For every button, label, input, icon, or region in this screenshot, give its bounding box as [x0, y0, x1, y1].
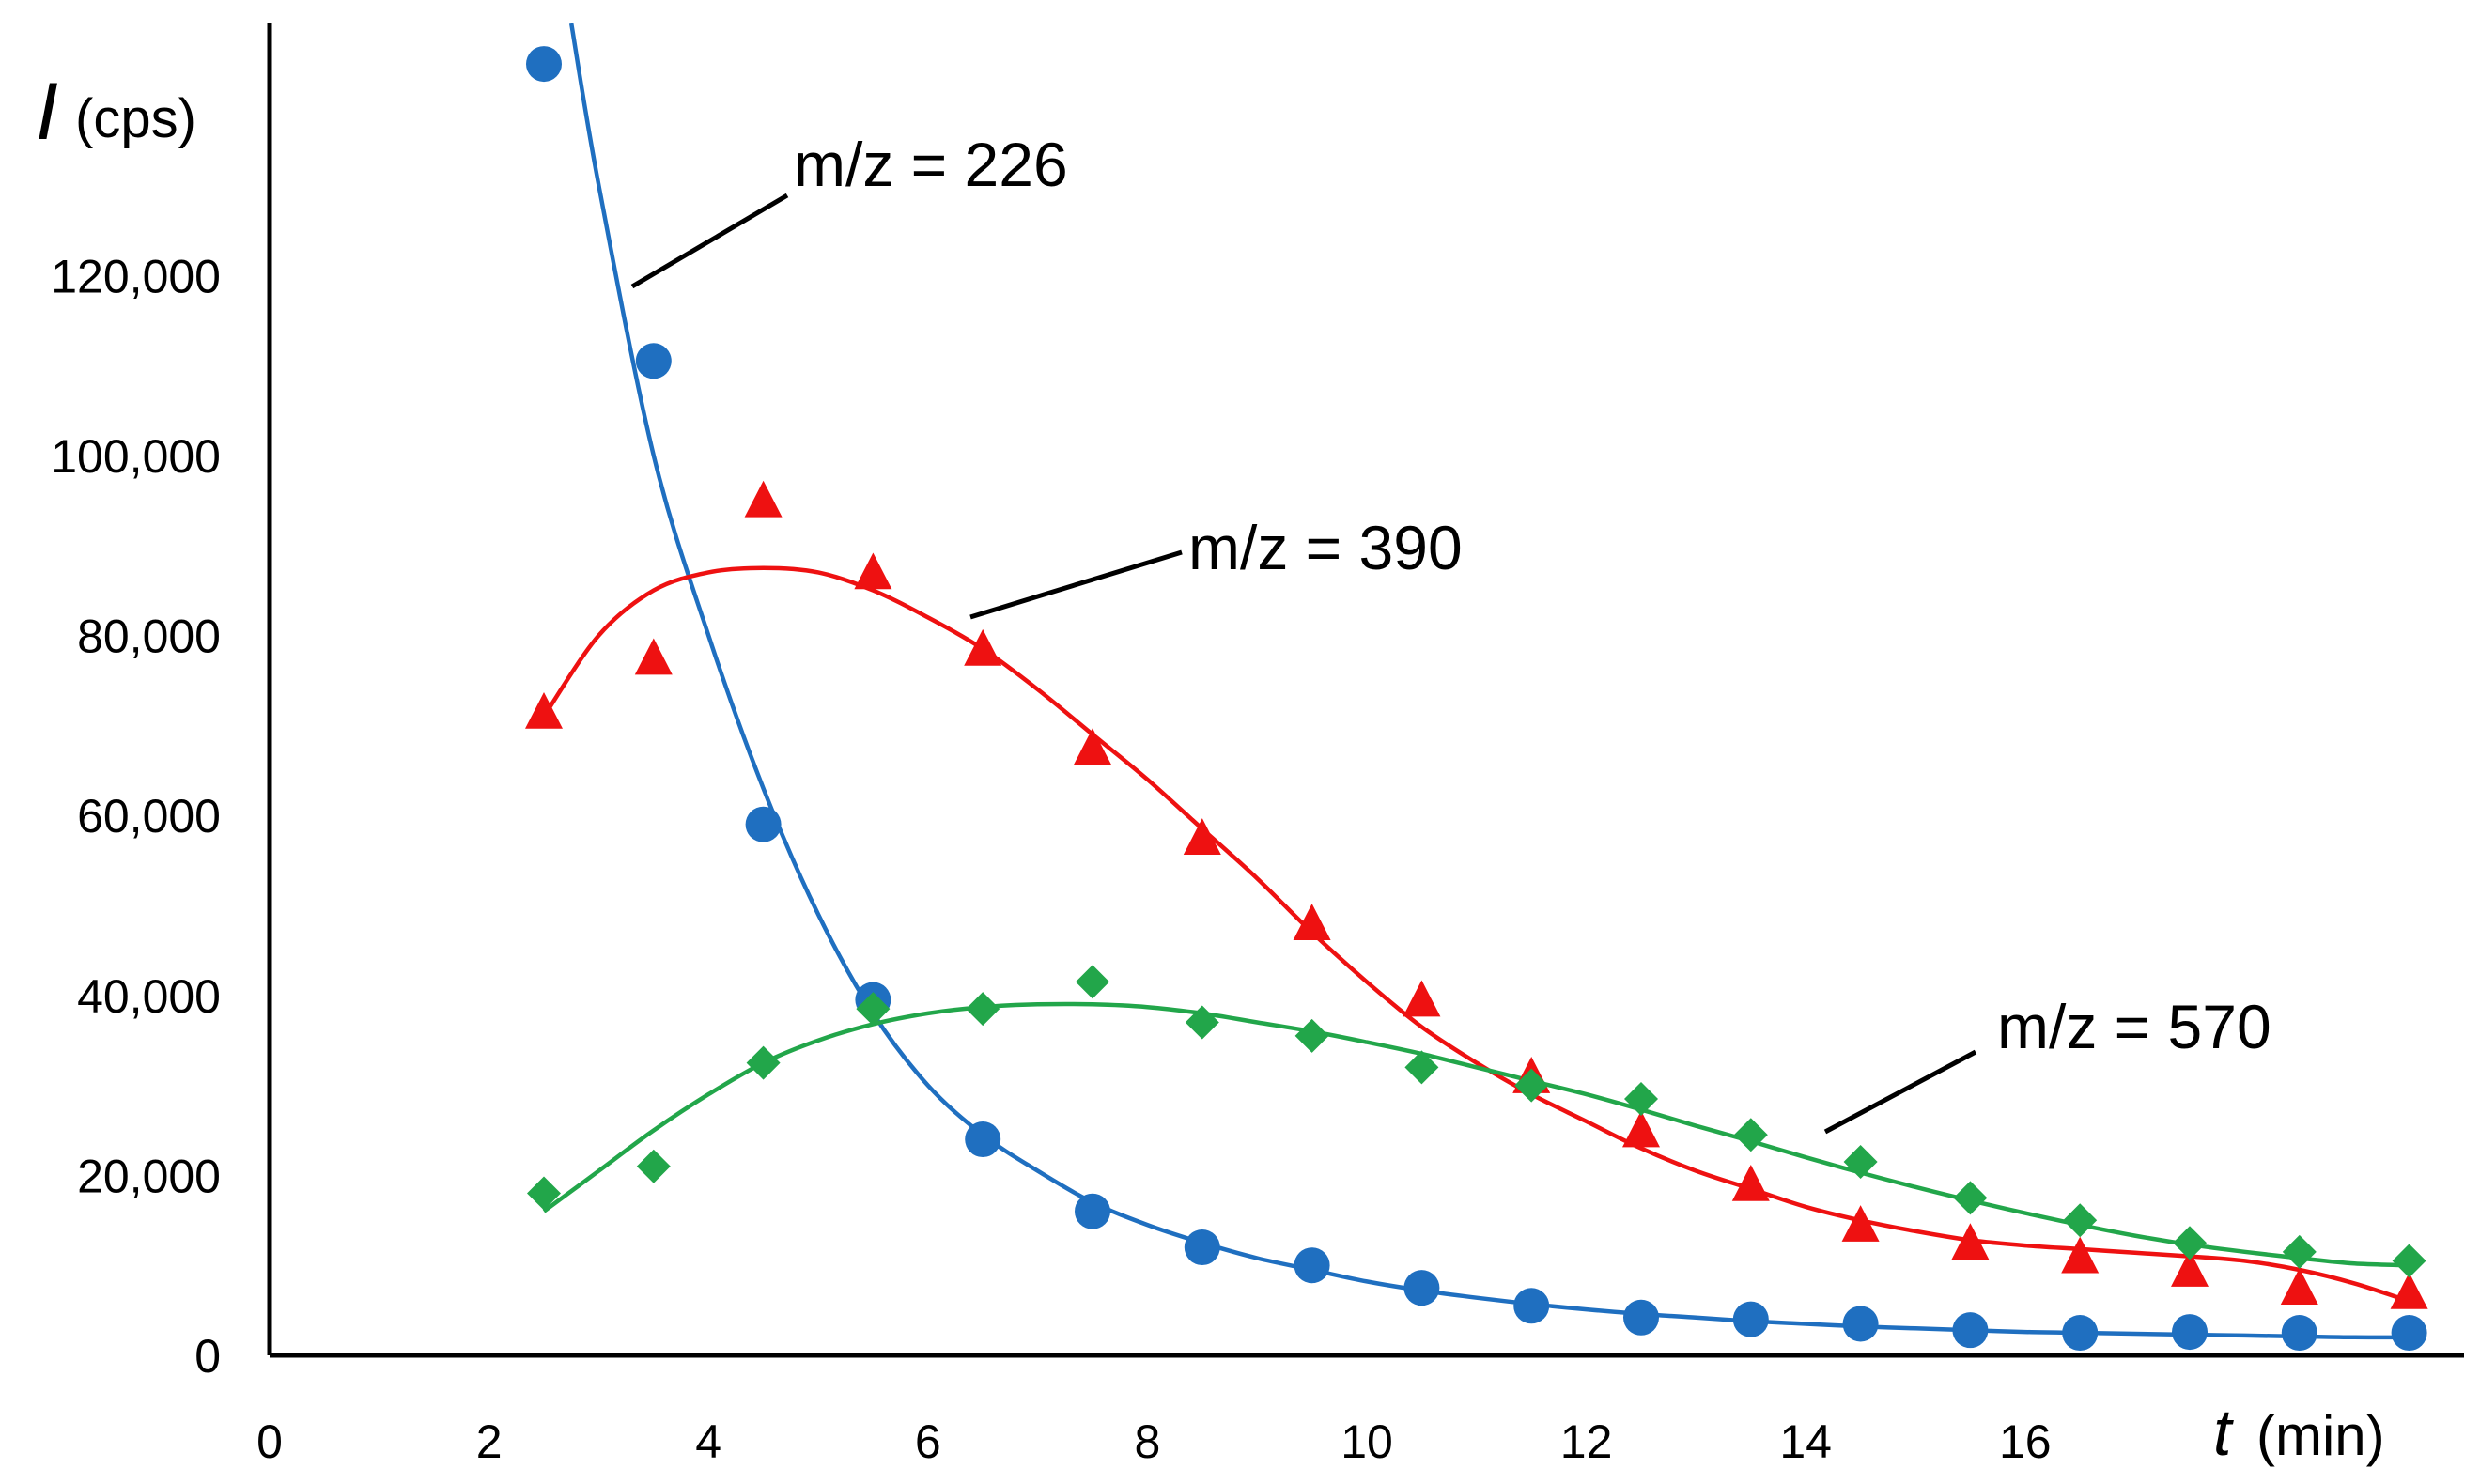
y-tick-labels: 0 20,000 40,000 60,000 80,000 100,000 120,000: [51, 250, 221, 1383]
y-axis-label: I (cps): [36, 67, 196, 157]
series-2-point: [1731, 1164, 1770, 1201]
y-tick-label: 60,000: [77, 790, 221, 842]
series-1-point: [2281, 1315, 2317, 1352]
leader-line-390: [969, 549, 1183, 620]
series-2-point: [854, 552, 892, 590]
fit-curve-3: [542, 1001, 2410, 1268]
series-1-point: [745, 806, 782, 842]
series-2-point: [744, 480, 783, 518]
data-points: [525, 46, 2428, 1352]
y-tick-label: 0: [194, 1330, 221, 1383]
x-tick-label: 2: [476, 1415, 503, 1468]
series-3-point: [1076, 965, 1109, 999]
fit-curve-2: [542, 565, 2410, 1304]
series-3-point: [1843, 1145, 1878, 1180]
series-3-point: [1624, 1081, 1658, 1116]
x-axis-label-unit: (min): [2256, 1404, 2385, 1467]
x-tick-label: 10: [1341, 1415, 1393, 1468]
x-tick-label: 4: [695, 1415, 721, 1468]
series-3-point: [636, 1149, 671, 1183]
y-tick-label: 40,000: [77, 970, 221, 1023]
series-2-point: [1293, 904, 1331, 940]
x-tick-label: 12: [1560, 1415, 1613, 1468]
series-2-point: [1841, 1205, 1880, 1242]
series-2-point: [1622, 1110, 1660, 1148]
series-1-point: [635, 343, 672, 379]
series-1-point: [1184, 1229, 1220, 1266]
series-3-point: [1404, 1050, 1439, 1085]
annotation-label-570: m/z = 570: [1997, 992, 2271, 1061]
series-3-point: [2173, 1226, 2207, 1260]
annotation-390: m/z = 390: [969, 513, 1463, 620]
series-3-point: [527, 1176, 561, 1211]
series-3-point: [1953, 1181, 1988, 1215]
y-axis-label-symbol: I: [36, 67, 58, 157]
leader-line-570: [1823, 1049, 1977, 1135]
series-3-point: [1294, 1018, 1329, 1053]
series-1-point: [1623, 1299, 1659, 1336]
x-axis-label: t (min): [2213, 1396, 2385, 1469]
series-2-point: [1074, 728, 1111, 765]
series-1-point: [1732, 1301, 1769, 1337]
series-3-point: [2282, 1234, 2317, 1269]
series-2-point: [525, 691, 563, 729]
annotation-570: m/z = 570: [1823, 992, 2271, 1135]
annotation-label-226: m/z = 226: [794, 130, 1068, 199]
series-1-point: [1842, 1306, 1879, 1342]
series-1-point: [526, 46, 562, 83]
fit-curves: [542, 23, 2410, 1340]
x-axis-label-symbol: t: [2213, 1396, 2234, 1469]
series-1-point: [1075, 1193, 1110, 1229]
series-2-point: [1951, 1223, 1990, 1260]
series-1-point: [2062, 1315, 2099, 1352]
series-2-point: [634, 638, 673, 675]
x-tick-label: 14: [1779, 1415, 1832, 1468]
series-3-point: [1733, 1118, 1768, 1152]
series-1-point: [2391, 1315, 2427, 1352]
series-1-point: [1403, 1270, 1440, 1306]
series-2-point: [2280, 1268, 2318, 1305]
series-3-point: [746, 1045, 781, 1080]
series-3-point: [856, 992, 891, 1027]
annotation-label-390: m/z = 390: [1188, 513, 1463, 582]
y-tick-label: 20,000: [77, 1150, 221, 1202]
series-1-point: [1294, 1247, 1330, 1284]
fit-curve-1: [568, 23, 2410, 1340]
x-tick-label: 8: [1134, 1415, 1160, 1468]
series-3-point: [1185, 1005, 1219, 1040]
series-2-point: [1183, 818, 1221, 855]
series-1-point: [2172, 1314, 2208, 1351]
series-2-point: [2390, 1272, 2428, 1309]
x-tick-label: 0: [256, 1415, 283, 1468]
series-1-point: [965, 1121, 1001, 1158]
series-3-point: [1514, 1068, 1549, 1103]
series-1-point: [1952, 1312, 1989, 1349]
series-2-point: [1403, 980, 1441, 1017]
series-2-point: [2171, 1249, 2209, 1287]
series-3-point: [2063, 1203, 2098, 1238]
series-1-point: [1513, 1288, 1550, 1324]
series-2-point: [964, 628, 1002, 666]
x-tick-label: 6: [915, 1415, 941, 1468]
y-tick-label: 120,000: [51, 250, 221, 302]
y-tick-label: 80,000: [77, 611, 221, 663]
y-axis-label-unit: (cps): [75, 88, 196, 149]
annotation-226: m/z = 226: [630, 130, 1068, 289]
series-3-point: [2392, 1244, 2426, 1278]
x-tick-labels: 0 2 4 6 8 10 12 14 16: [256, 1415, 2052, 1468]
series-2-point: [2061, 1236, 2100, 1274]
leader-line-226: [630, 193, 789, 289]
x-tick-label: 16: [1999, 1415, 2052, 1468]
y-tick-label: 100,000: [51, 430, 221, 483]
series-3-point: [966, 992, 1000, 1027]
